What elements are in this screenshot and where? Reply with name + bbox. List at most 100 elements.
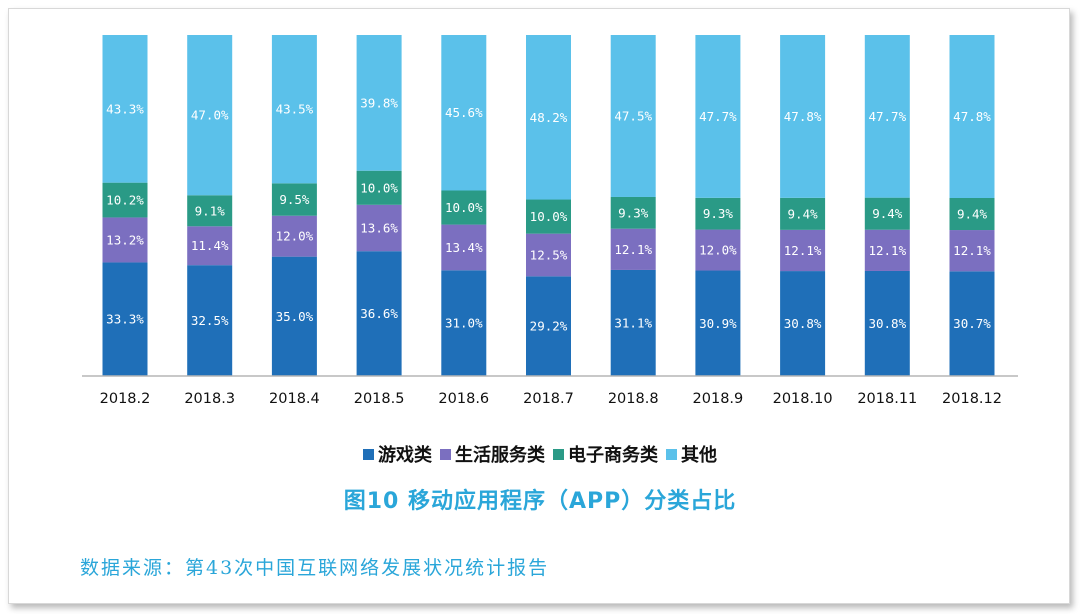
bar-segment-other-2018.9 [695,35,741,198]
x-tick-labels: 2018.2 2018.3 2018.4 2018.5 2018.6 2018.7 2018… [100,391,1002,407]
data-label-life-service-2018.2: 13.2% [106,232,144,247]
bar-segment-life-service-2018.12 [949,230,995,272]
x-tick-label-2018.12: 2018.12 [942,391,1002,407]
data-label-other-2018.4: 43.5% [276,102,314,117]
data-label-game-2018.4: 35.0% [276,309,314,324]
bar-segment-life-service-2018.5 [356,204,402,252]
data-label-game-2018.7: 29.2% [530,319,568,334]
bar-segment-other-2018.10 [780,35,826,198]
data-label-other-2018.12: 47.8% [953,109,991,124]
bar-segment-game-2018.7 [526,276,571,376]
bar-segment-life-service-2018.2 [102,217,148,263]
bar-segment-life-service-2018.9 [695,229,741,271]
x-tick-label-2018.5: 2018.5 [354,391,405,407]
legend-swatch-ecommerce [553,449,564,460]
bar-segment-other-2018.4 [271,35,317,184]
bar-segment-ecommerce-2018.9 [695,197,741,230]
legend-label-other: 其他 [681,445,717,466]
bar-segment-game-2018.9 [695,270,741,376]
data-label-game-2018.11: 30.8% [868,316,906,331]
legend-item-life-service: 生活服务类 [440,441,545,467]
x-tick-label-2018.2: 2018.2 [100,391,151,407]
data-label-life-service-2018.8: 12.1% [614,242,652,257]
bar-segment-game-2018.12 [949,271,995,376]
bar-segment-other-2018.12 [949,35,995,198]
bar-segment-other-2018.7 [526,35,571,200]
data-label-ecommerce-2018.2: 10.2% [106,193,144,208]
x-tick-label-2018.11: 2018.11 [857,391,917,407]
figure-caption: 图10 移动应用程序（APP）分类占比 [343,489,737,514]
stacked-bar-chart: 33.3% 13.2% 10.2% 43.3% 32.5% 11.4% 9.1% 47.0% 3… [82,35,1018,407]
bar-segment-ecommerce-2018.11 [864,197,910,230]
legend-swatch-game [363,449,374,460]
bars-group: 33.3% 13.2% 10.2% 43.3% 32.5% 11.4% 9.1% 47.0% 3… [102,35,995,376]
data-label-other-2018.8: 47.5% [614,108,652,123]
data-label-game-2018.5: 36.6% [360,306,398,321]
bar-segment-ecommerce-2018.4 [271,183,317,216]
data-label-ecommerce-2018.7: 10.0% [530,209,568,224]
data-label-life-service-2018.11: 12.1% [868,243,906,258]
data-label-ecommerce-2018.9: 9.3% [703,206,734,221]
data-label-life-service-2018.10: 12.1% [784,243,822,258]
bar-segment-ecommerce-2018.5 [356,170,402,205]
x-tick-label-2018.3: 2018.3 [184,391,235,407]
data-label-game-2018.2: 33.3% [106,312,144,327]
legend: 游戏类 生活服务类 电子商务类 其他 [0,441,1080,467]
data-label-life-service-2018.6: 13.4% [445,240,483,255]
data-label-ecommerce-2018.12: 9.4% [957,207,988,222]
x-tick-label-2018.10: 2018.10 [773,391,833,407]
data-label-game-2018.6: 31.0% [445,316,483,331]
bar-segment-life-service-2018.7 [526,233,571,277]
legend-item-ecommerce: 电子商务类 [553,441,658,467]
bar-segment-ecommerce-2018.10 [780,197,826,230]
bar-segment-ecommerce-2018.7 [526,199,571,234]
data-label-ecommerce-2018.4: 9.5% [279,192,310,207]
data-label-ecommerce-2018.10: 9.4% [788,206,819,221]
bar-segment-other-2018.11 [864,35,910,198]
data-label-life-service-2018.7: 12.5% [530,247,568,262]
data-label-life-service-2018.9: 12.0% [699,243,737,258]
data-label-other-2018.7: 48.2% [530,110,568,125]
bar-segment-ecommerce-2018.2 [102,182,148,218]
bar-segment-other-2018.3 [187,35,233,196]
bar-segment-life-service-2018.4 [271,215,317,257]
data-label-game-2018.10: 30.8% [784,316,822,331]
data-label-life-service-2018.5: 13.6% [360,221,398,236]
bar-segment-game-2018.10 [780,271,826,376]
x-tick-label-2018.7: 2018.7 [523,391,574,407]
x-tick-label-2018.6: 2018.6 [438,391,489,407]
data-label-game-2018.9: 30.9% [699,316,737,331]
bar-segment-ecommerce-2018.8 [610,196,656,229]
bar-segment-life-service-2018.10 [780,229,826,272]
data-label-ecommerce-2018.6: 10.0% [445,200,483,215]
legend-swatch-other [666,449,677,460]
legend-item-game: 游戏类 [363,441,432,467]
data-label-ecommerce-2018.8: 9.3% [618,205,649,220]
bar-segment-life-service-2018.11 [864,229,910,271]
bar-segment-other-2018.6 [441,35,487,191]
data-label-ecommerce-2018.11: 9.4% [872,206,903,221]
data-label-other-2018.2: 43.3% [106,101,144,116]
bar-segment-life-service-2018.8 [610,228,656,270]
data-label-other-2018.6: 45.6% [445,105,483,120]
data-label-ecommerce-2018.3: 9.1% [195,203,226,218]
legend-label-life-service: 生活服务类 [455,445,545,466]
bar-segment-game-2018.8 [610,269,656,376]
source-text: 数据来源：第43次中国互联网络发展状况统计报告 [80,557,550,579]
bar-segment-life-service-2018.6 [441,224,487,271]
data-label-ecommerce-2018.5: 10.0% [360,180,398,195]
data-label-life-service-2018.3: 11.4% [191,238,229,253]
legend-label-ecommerce: 电子商务类 [568,445,658,466]
data-label-game-2018.3: 32.5% [191,313,229,328]
bar-segment-game-2018.6 [441,270,487,376]
legend-item-other: 其他 [666,441,717,467]
legend-label-game: 游戏类 [378,445,432,466]
legend-swatch-life-service [440,449,451,460]
data-label-other-2018.11: 47.7% [868,109,906,124]
data-label-game-2018.8: 31.1% [614,315,652,330]
data-label-game-2018.12: 30.7% [953,316,991,331]
data-label-life-service-2018.4: 12.0% [276,229,314,244]
data-label-other-2018.3: 47.0% [191,108,229,123]
bar-segment-other-2018.2 [102,35,148,183]
bar-segment-game-2018.4 [271,256,317,376]
